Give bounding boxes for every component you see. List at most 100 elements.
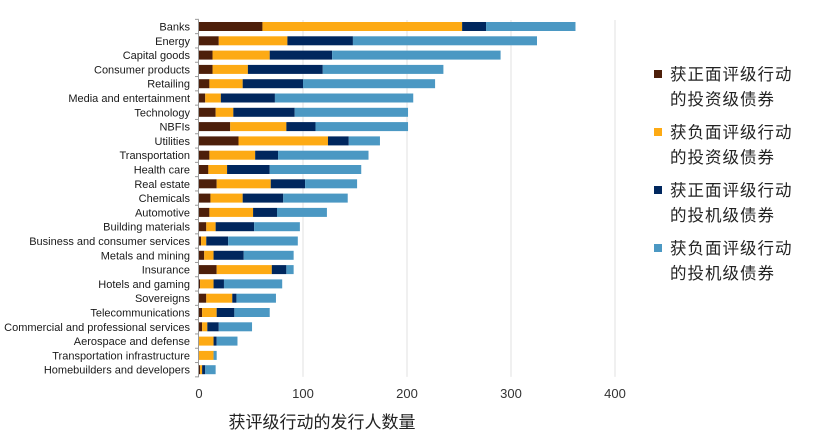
category-label: Hotels and gaming — [98, 279, 190, 291]
bar-segment — [332, 50, 501, 60]
bar-segment — [255, 150, 279, 160]
bar-segment — [322, 64, 444, 74]
bar-segment — [206, 236, 229, 246]
category-label: Business and consumer services — [29, 236, 190, 248]
bar-segment — [199, 50, 213, 60]
bar-segment — [216, 265, 272, 275]
bar-segment — [218, 322, 253, 332]
bar-segment — [247, 64, 323, 74]
bar-segment — [199, 336, 214, 346]
x-axis-ticks: 0 100 200 300 400 — [195, 386, 625, 401]
bar-segment — [348, 136, 380, 146]
bar-segment — [199, 107, 216, 117]
bar-segment — [199, 350, 214, 360]
bar-segment — [254, 222, 300, 232]
bar-segment — [315, 122, 409, 132]
bar-segment — [199, 207, 210, 217]
bar-segment — [199, 193, 211, 203]
bar-segment — [202, 308, 217, 317]
bar-segment — [242, 193, 284, 203]
bar-segment — [274, 93, 414, 103]
bar-segment — [243, 250, 294, 260]
bar-segment — [199, 165, 209, 174]
bar-segment — [199, 36, 219, 46]
bar-segment — [212, 64, 248, 74]
bar-segment — [199, 322, 203, 332]
bar-segment — [286, 265, 294, 275]
bar-segment — [486, 22, 576, 31]
category-label: Telecommunications — [90, 308, 190, 320]
stacked-bar-chart: Banks Energy Capital goods Consumer product… — [4, 18, 626, 433]
bar-segment — [327, 136, 349, 146]
bar-segment — [207, 322, 219, 332]
bar-segment — [286, 122, 316, 132]
bar-segment — [199, 236, 202, 246]
bar-segment — [199, 64, 213, 74]
bar-segment — [200, 365, 203, 375]
bar-segment — [218, 36, 288, 46]
bar-segment — [232, 293, 237, 303]
bar-segment — [269, 50, 333, 60]
x-tick-label: 0 — [195, 386, 202, 401]
bar-segment — [287, 36, 353, 46]
bar-segment — [271, 265, 287, 275]
bar-segment — [216, 308, 235, 317]
bar-segment — [209, 150, 256, 160]
x-tick-label: 100 — [292, 386, 314, 401]
bar-segment — [213, 250, 244, 260]
bar-segment — [209, 79, 243, 89]
bar-segment — [209, 207, 254, 217]
bar-segment — [199, 93, 206, 103]
bar-segment — [213, 336, 217, 346]
bar-segment — [352, 36, 537, 46]
bar-segment — [233, 107, 295, 117]
bar-segment — [462, 22, 487, 31]
bar-segment — [277, 207, 327, 217]
category-label: Metals and mining — [101, 250, 190, 262]
category-label: Chemicals — [139, 193, 191, 205]
bar-segment — [215, 107, 234, 117]
category-label: Health care — [134, 165, 190, 177]
category-label: Utilities — [155, 136, 191, 148]
bar-segment — [205, 93, 221, 103]
legend-item: 获负面评级行动 的投机级债券 — [650, 236, 836, 286]
x-tick-label: 200 — [396, 386, 418, 401]
bar-segment — [199, 293, 207, 303]
bar-segment — [206, 293, 233, 303]
bar-segment — [199, 250, 205, 260]
legend-item: 获正面评级行动 的投机级债券 — [650, 178, 836, 228]
category-label: Energy — [155, 36, 190, 48]
legend-swatch — [654, 128, 662, 136]
bar-segment — [230, 122, 287, 132]
bar-segment — [262, 22, 463, 31]
bar-segment — [303, 79, 436, 89]
bar-segment — [199, 79, 210, 89]
category-label: Banks — [159, 22, 190, 34]
legend-label-line1: 获负面评级行动 — [670, 239, 793, 258]
bar-segment — [223, 279, 283, 289]
bar-segment — [242, 79, 303, 89]
x-axis-label: 获评级行动的发行人数量 — [229, 413, 416, 433]
y-axis: Banks Energy Capital goods Consumer product… — [4, 18, 199, 378]
category-label: Media and entertainment — [68, 93, 190, 105]
category-label: Sovereigns — [135, 293, 191, 305]
category-label: Automotive — [135, 207, 190, 219]
legend-label-line2: 的投资级债券 — [670, 90, 775, 109]
bar-segment — [199, 365, 201, 375]
category-label: Homebuilders and developers — [44, 365, 191, 377]
bar-segment — [213, 350, 217, 360]
legend-label-line1: 获正面评级行动 — [670, 65, 793, 84]
bar-segment — [199, 279, 201, 289]
legend-label-line2: 的投机级债券 — [670, 206, 775, 225]
bar-segment — [199, 265, 217, 275]
category-label: Commercial and professional services — [4, 322, 190, 334]
bar-segment — [238, 136, 328, 146]
category-label: Insurance — [142, 265, 190, 277]
bar-segment — [215, 222, 255, 232]
legend-label-line2: 的投机级债券 — [670, 264, 775, 283]
bar-segment — [216, 179, 271, 189]
category-label: Transportation infrastructure — [52, 350, 190, 362]
bar-segment — [213, 279, 224, 289]
bar-segment — [206, 222, 216, 232]
bar-segment — [278, 150, 369, 160]
